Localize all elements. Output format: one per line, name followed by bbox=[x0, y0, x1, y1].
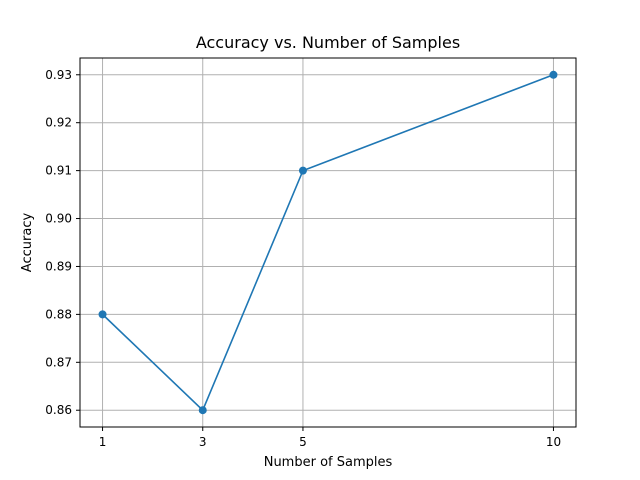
x-tick-label: 5 bbox=[299, 435, 307, 449]
axis-ticks: 1 3 5 10 0.86 0.87 0.88 0.89 0.90 0.91 0.92 0.93 bbox=[45, 68, 561, 449]
y-tick-label: 0.92 bbox=[45, 116, 72, 130]
x-tick-label: 3 bbox=[199, 435, 207, 449]
data-point bbox=[298, 166, 307, 175]
data-point bbox=[198, 406, 207, 415]
axes-frame bbox=[79, 57, 577, 428]
chart-title: Accuracy vs. Number of Samples bbox=[196, 33, 460, 52]
data-point bbox=[549, 70, 558, 79]
series-line bbox=[101, 74, 554, 412]
y-tick-label: 0.93 bbox=[45, 68, 72, 82]
y-tick-label: 0.87 bbox=[45, 355, 72, 369]
y-tick-label: 0.90 bbox=[45, 212, 72, 226]
x-tick-label: 10 bbox=[546, 435, 561, 449]
series-layer bbox=[98, 70, 558, 415]
y-tick-label: 0.88 bbox=[45, 307, 72, 321]
x-axis-label: Number of Samples bbox=[264, 455, 393, 470]
y-axis-label: Accuracy bbox=[20, 213, 35, 273]
y-tick-label: 0.86 bbox=[45, 403, 72, 417]
y-tick-label: 0.89 bbox=[45, 259, 72, 273]
x-tick-label: 1 bbox=[99, 435, 107, 449]
y-tick-label: 0.91 bbox=[45, 164, 72, 178]
data-point bbox=[98, 310, 107, 319]
grid bbox=[80, 58, 576, 427]
